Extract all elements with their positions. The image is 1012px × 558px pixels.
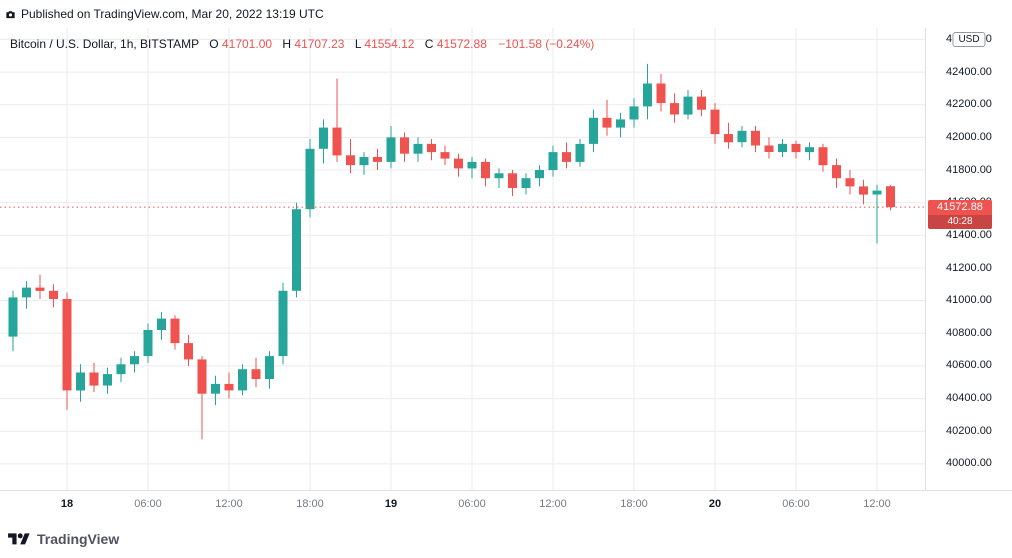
time-axis[interactable]: 18 06:00 12:00 18:00 19 06:00 12:00 18:00 20 06:0… [0, 490, 1012, 520]
publish-text: Published on TradingView.com, Mar 20, 20… [21, 7, 324, 21]
candlestick-plot[interactable] [0, 28, 925, 490]
symbol-title: Bitcoin / U.S. Dollar, 1h, BITSTAMP [10, 37, 199, 51]
time-axis-label: 12:00 [215, 498, 243, 510]
high-label: H [282, 37, 292, 51]
price-axis-label: 40200.00 [946, 424, 992, 437]
price-axis-label: 40800.00 [946, 326, 992, 339]
price-axis[interactable]: USD 41572.88 40:28 40000.00 40200.00 40400… [925, 28, 1012, 490]
last-price-badge: 41572.88 40:28 [928, 200, 992, 230]
price-axis-label: 42400.00 [946, 65, 992, 78]
footer: TradingView [0, 520, 1012, 558]
price-axis-label: 40400.00 [946, 392, 992, 405]
bar-countdown: 40:28 [928, 215, 992, 230]
time-axis-label: 06:00 [782, 498, 810, 510]
tradingview-wordmark[interactable]: TradingView [37, 531, 120, 547]
camera-icon [6, 10, 15, 18]
close-value: 41572.88 [436, 37, 487, 51]
price-axis-label: 40000.00 [946, 457, 992, 470]
high-value: 41707.23 [294, 37, 345, 51]
price-axis-label: 41400.00 [946, 228, 992, 241]
ohlc-header: Bitcoin / U.S. Dollar, 1h, BITSTAMP O 41… [10, 37, 594, 51]
price-axis-label: 41000.00 [946, 294, 992, 307]
time-axis-label: 12:00 [539, 498, 567, 510]
price-axis-label: 41800.00 [946, 163, 992, 176]
time-axis-label: 18 [60, 498, 74, 510]
time-axis-label: 18:00 [296, 498, 324, 510]
time-axis-label: 18:00 [620, 498, 648, 510]
low-label: L [354, 37, 362, 51]
close-label: C [424, 37, 434, 51]
price-axis-label: 42200.00 [946, 98, 992, 111]
low-value: 41554.12 [364, 37, 415, 51]
last-price-value: 41572.88 [937, 201, 983, 214]
price-axis-label: 40600.00 [946, 359, 992, 372]
open-label: O [209, 37, 219, 51]
time-axis-label: 19 [384, 498, 398, 510]
change-value: −101.58 (−0.24%) [498, 37, 595, 51]
price-axis-label: 41200.00 [946, 261, 992, 274]
tradingview-logo[interactable] [8, 531, 30, 548]
time-axis-label: 20 [708, 498, 722, 510]
price-axis-label: 42000.00 [946, 130, 992, 143]
time-axis-label: 06:00 [134, 498, 162, 510]
currency-chip[interactable]: USD [952, 32, 986, 47]
time-axis-label: 06:00 [458, 498, 486, 510]
publish-bar: Published on TradingView.com, Mar 20, 20… [0, 0, 1012, 28]
open-value: 41701.00 [221, 37, 273, 51]
time-axis-label: 12:00 [863, 498, 891, 510]
